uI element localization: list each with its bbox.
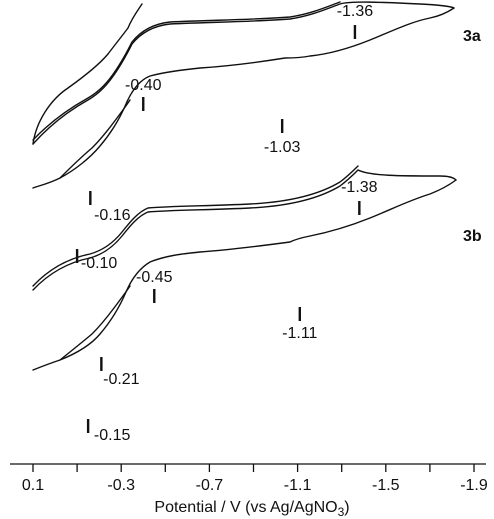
- peak-label: -1.11: [282, 325, 317, 342]
- peak-label: -0.40: [125, 77, 162, 94]
- x-axis-ticks: [32, 464, 475, 472]
- series-3b-forward-lower: [32, 165, 359, 287]
- x-axis-title-sub: 3: [338, 505, 345, 519]
- series-3a-forward-upper: [32, 1, 455, 145]
- x-axis-title: Potential / V (vs Ag/AgNO3): [154, 499, 349, 519]
- series-3a-return: [32, 7, 455, 189]
- peak-label: -0.15: [94, 427, 131, 444]
- series-3b: [32, 165, 457, 371]
- x-axis-title-close: ): [344, 499, 349, 516]
- series-label-3b: 3b: [463, 228, 482, 245]
- peak-label: -1.38: [341, 179, 378, 196]
- x-tick-label: -1.1: [284, 477, 312, 494]
- series-3a: [32, 1, 455, 189]
- x-tick-label: -1.9: [460, 477, 488, 494]
- series-3b-return: [32, 179, 457, 371]
- peak-label: -0.16: [94, 207, 131, 224]
- peak-label: -0.10: [81, 255, 118, 272]
- series-3a-inner-branch: [59, 99, 131, 179]
- series-3a-trace-outer: [32, 3, 143, 145]
- x-tick-label: 0.1: [22, 477, 44, 494]
- peak-label: -1.03: [264, 139, 301, 156]
- series-3b-inner-branch: [59, 285, 131, 361]
- peak-markers: -1.36 -0.40 -1.03 -0.16 -0.10 -1.38 -0.45 -1.11…: [75, 3, 378, 444]
- x-axis: 0.1 -0.3 -0.7 -1.1 -1.5 -1.9 Potential / V (v…: [10, 463, 488, 519]
- x-tick-label: -1.5: [372, 477, 400, 494]
- x-tick-label: -0.3: [107, 477, 135, 494]
- x-tick-label: -0.7: [196, 477, 224, 494]
- x-axis-title-main: Potential / V (vs Ag/AgNO: [154, 499, 337, 516]
- peak-label: -0.45: [136, 269, 173, 286]
- peak-label: -1.36: [337, 3, 374, 20]
- series-3a-forward-lower: [32, 1, 341, 141]
- peak-label: -0.21: [103, 371, 140, 388]
- series-label-3a: 3a: [463, 28, 481, 45]
- x-axis-tick-labels: 0.1 -0.3 -0.7 -1.1 -1.5 -1.9: [22, 477, 488, 494]
- series-3b-forward-upper: [32, 169, 457, 291]
